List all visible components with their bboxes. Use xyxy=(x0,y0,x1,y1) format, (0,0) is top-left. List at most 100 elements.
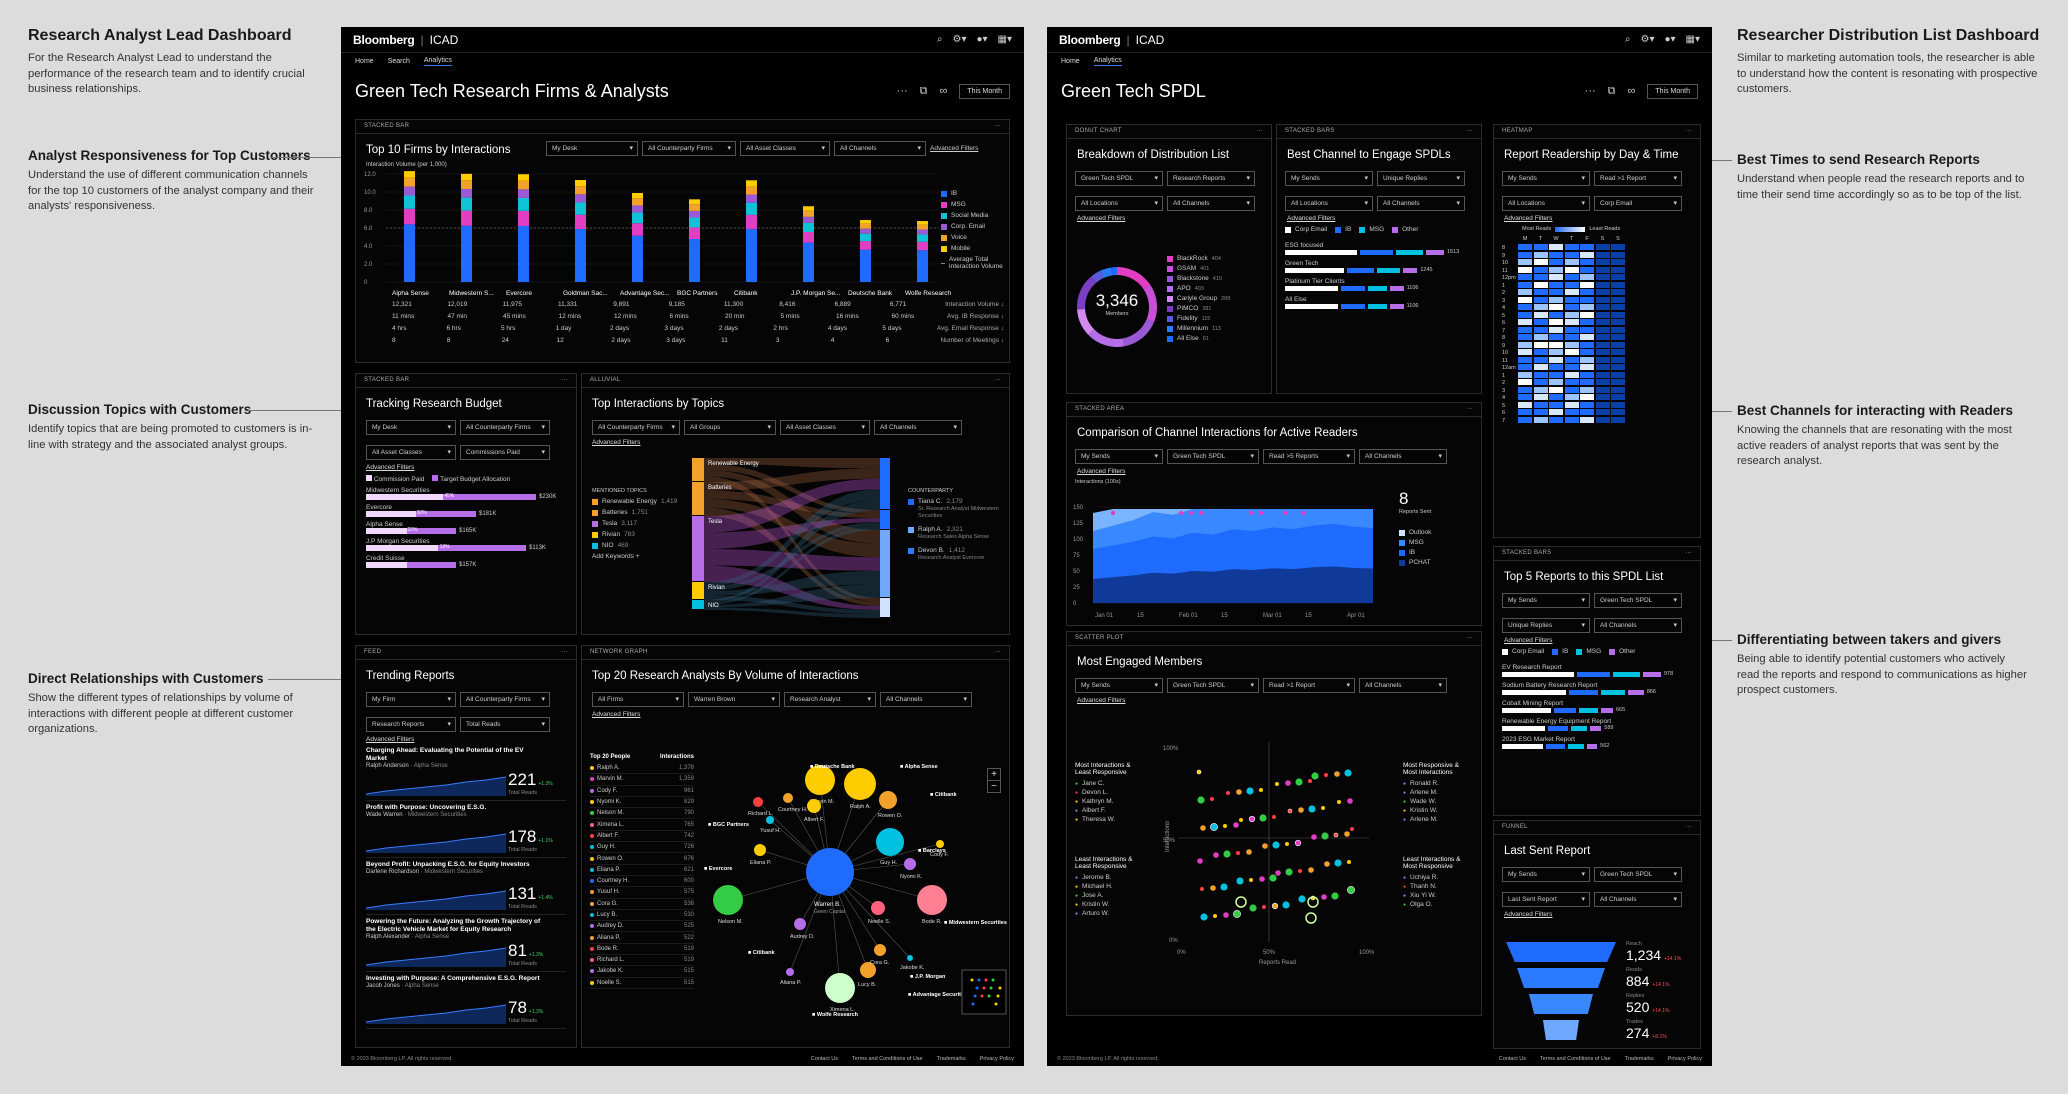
advanced-filters-link[interactable]: Advanced Filters xyxy=(366,736,415,743)
more-icon[interactable]: ··· xyxy=(1685,550,1692,556)
filter-select[interactable]: All Counterparty Firms xyxy=(642,140,736,156)
filter-select[interactable]: All Channels xyxy=(1359,449,1447,464)
advanced-filters-link[interactable]: Advanced Filters xyxy=(1504,215,1553,222)
filter-select[interactable]: All Channels xyxy=(874,420,962,435)
filter-select[interactable]: All Groups xyxy=(684,420,776,435)
filter-select[interactable]: Last Sent Report xyxy=(1502,892,1590,907)
more-icon[interactable]: ··· xyxy=(1584,85,1596,97)
advanced-filters-link[interactable]: Advanced Filters xyxy=(592,711,641,718)
more-icon[interactable]: ··· xyxy=(994,649,1001,655)
advanced-filters-link[interactable]: Advanced Filters xyxy=(1077,468,1126,475)
brand-logo[interactable]: Bloomberg xyxy=(1059,32,1121,47)
filter-select[interactable]: Green Tech SPDL xyxy=(1075,171,1163,186)
filter-select[interactable]: All Firms xyxy=(592,692,684,707)
filter-select[interactable]: Unique Replies xyxy=(1377,171,1465,186)
add-keywords-button[interactable]: Add Keywords + xyxy=(592,553,640,560)
filter-select[interactable]: My Sends xyxy=(1075,449,1163,464)
more-icon[interactable]: ··· xyxy=(1256,128,1263,134)
footer-link[interactable]: Privacy Policy xyxy=(979,1056,1014,1062)
advanced-filters-link[interactable]: Advanced Filters xyxy=(366,464,415,471)
advanced-filters-link[interactable]: Advanced Filters xyxy=(592,439,641,446)
filter-select[interactable]: All Locations xyxy=(1075,196,1163,211)
date-range-select[interactable]: This Month xyxy=(959,83,1010,99)
search-icon[interactable]: ⌕ xyxy=(1624,34,1631,45)
advanced-filters-link[interactable]: Advanced Filters xyxy=(1077,697,1126,704)
network-graph[interactable]: Marvin M. Ralph A. Rowen O. Albert F. Courtn… xyxy=(700,754,1010,1034)
filter-select[interactable]: Green Tech SPDL xyxy=(1594,867,1682,882)
nav-analytics[interactable]: Analytics xyxy=(1093,56,1122,66)
zoom-out-button[interactable]: − xyxy=(988,780,1000,792)
export-icon[interactable]: ⧉ xyxy=(919,84,928,97)
filter-select[interactable]: Research Analyst xyxy=(784,692,876,707)
nav-search[interactable]: Search xyxy=(387,57,410,65)
link-icon[interactable]: ∞ xyxy=(939,85,948,97)
filter-select[interactable]: All Channels xyxy=(1167,196,1255,211)
filter-select[interactable]: Read >1 Report xyxy=(1263,678,1355,693)
filter-select[interactable]: My Desk xyxy=(546,140,638,156)
zoom-in-button[interactable]: + xyxy=(991,769,997,780)
footer-link[interactable]: Trademarks xyxy=(1624,1056,1654,1062)
settings-icon[interactable]: ⚙▾ xyxy=(952,34,967,45)
date-range-select[interactable]: This Month xyxy=(1647,83,1698,99)
filter-select[interactable]: Research Reports xyxy=(1167,171,1255,186)
user-icon[interactable]: ●▾ xyxy=(1664,34,1676,45)
brand-logo[interactable]: Bloomberg xyxy=(353,32,415,47)
advanced-filters-link[interactable]: Advanced Filters xyxy=(1077,215,1126,222)
more-icon[interactable]: ··· xyxy=(1685,824,1692,830)
filter-select[interactable]: Read >5 Reports xyxy=(1263,449,1355,464)
advanced-filters-link[interactable]: Advanced Filters xyxy=(1504,911,1553,918)
export-icon[interactable]: ⧉ xyxy=(1607,84,1616,97)
more-icon[interactable]: ··· xyxy=(994,123,1001,129)
footer-link[interactable]: Terms and Conditions of Use xyxy=(852,1056,923,1062)
filter-select[interactable]: Unique Replies xyxy=(1502,618,1590,633)
more-icon[interactable]: ··· xyxy=(994,377,1001,383)
more-icon[interactable]: ··· xyxy=(561,377,568,383)
filter-select[interactable]: All Channels xyxy=(1359,678,1447,693)
more-icon[interactable]: ··· xyxy=(896,85,908,97)
filter-select[interactable]: All Asset Classes xyxy=(780,420,870,435)
apps-icon[interactable]: ▦▾ xyxy=(997,34,1012,45)
filter-select[interactable]: Commissions Paid xyxy=(460,445,550,460)
more-icon[interactable]: ··· xyxy=(1466,128,1473,134)
filter-select[interactable]: All Channels xyxy=(1594,618,1682,633)
link-icon[interactable]: ∞ xyxy=(1627,85,1636,97)
filter-select[interactable]: All Channels xyxy=(834,140,926,156)
filter-select[interactable]: All Counterparty Firms xyxy=(460,692,550,707)
advanced-filters-link[interactable]: Advanced Filters xyxy=(930,144,979,152)
more-icon[interactable]: ··· xyxy=(1466,406,1473,412)
filter-select[interactable]: All Channels xyxy=(1594,892,1682,907)
filter-select[interactable]: All Asset Classes xyxy=(740,140,830,156)
nav-home[interactable]: Home xyxy=(1061,57,1080,65)
filter-select[interactable]: All Channels xyxy=(1377,196,1465,211)
advanced-filters-link[interactable]: Advanced Filters xyxy=(1287,215,1336,222)
user-icon[interactable]: ●▾ xyxy=(976,34,988,45)
footer-link[interactable]: Privacy Policy xyxy=(1667,1056,1702,1062)
search-icon[interactable]: ⌕ xyxy=(936,34,943,45)
filter-select[interactable]: Corp Email xyxy=(1594,196,1682,211)
footer-link[interactable]: Trademarks xyxy=(936,1056,966,1062)
apps-icon[interactable]: ▦▾ xyxy=(1685,34,1700,45)
filter-select[interactable]: My Sends xyxy=(1502,171,1590,186)
filter-select[interactable]: All Counterparty Firms xyxy=(460,420,550,435)
filter-select[interactable]: My Sends xyxy=(1502,593,1590,608)
filter-select[interactable]: My Firm xyxy=(366,692,456,707)
filter-select[interactable]: Total Reads xyxy=(460,717,550,732)
filter-select[interactable]: My Desk xyxy=(366,420,456,435)
nav-analytics[interactable]: Analytics xyxy=(423,56,452,66)
filter-select[interactable]: Green Tech SPDL xyxy=(1167,678,1259,693)
filter-select[interactable]: All Locations xyxy=(1502,196,1590,211)
footer-link[interactable]: Terms and Conditions of Use xyxy=(1540,1056,1611,1062)
advanced-filters-link[interactable]: Advanced Filters xyxy=(1504,637,1553,644)
filter-select[interactable]: Read >1 Report xyxy=(1594,171,1682,186)
filter-select[interactable]: All Asset Classes xyxy=(366,445,456,460)
nav-home[interactable]: Home xyxy=(355,57,374,65)
filter-select[interactable]: My Sends xyxy=(1075,678,1163,693)
filter-select[interactable]: Green Tech SPDL xyxy=(1167,449,1259,464)
more-icon[interactable]: ··· xyxy=(1685,128,1692,134)
footer-link[interactable]: Contact Us xyxy=(810,1056,838,1062)
filter-select[interactable]: My Sends xyxy=(1502,867,1590,882)
more-icon[interactable]: ··· xyxy=(561,649,568,655)
filter-select[interactable]: Green Tech SPDL xyxy=(1594,593,1682,608)
filter-input[interactable]: Warren Brown xyxy=(688,692,780,707)
filter-select[interactable]: All Counterparty Firms xyxy=(592,420,680,435)
